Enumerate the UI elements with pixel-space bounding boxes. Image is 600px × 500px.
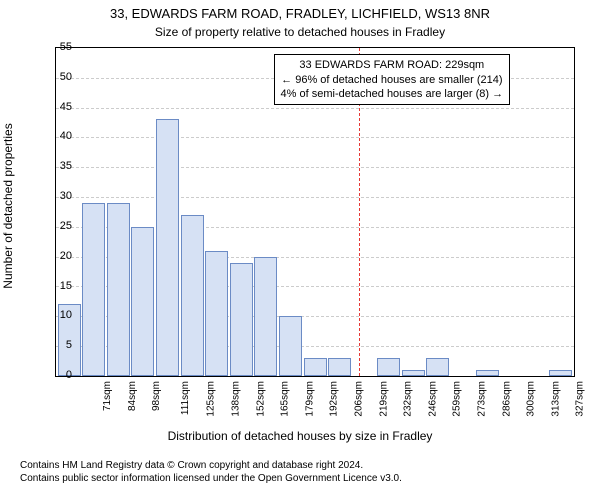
histogram-bar [82,203,105,376]
x-tick-label: 259sqm [452,381,463,417]
x-tick-label: 327sqm [575,381,586,417]
x-axis-label: Distribution of detached houses by size … [0,429,600,443]
x-tick-label: 192sqm [329,381,340,417]
x-tick-label: 111sqm [180,381,191,415]
annotation-box: 33 EDWARDS FARM ROAD: 229sqm← 96% of det… [274,54,511,105]
y-tick-label: 45 [42,101,72,113]
histogram-bar [131,227,154,376]
x-tick-label: 125sqm [206,381,217,417]
grid-line [56,197,574,198]
footer-line-1: Contains HM Land Registry data © Crown c… [20,459,600,473]
y-tick-label: 20 [42,250,72,262]
y-axis-label: Number of detached properties [1,123,15,288]
x-tick-label: 84sqm [127,381,138,411]
histogram-bar [156,119,179,375]
x-tick-label: 219sqm [378,381,389,417]
y-tick-label: 40 [42,130,72,142]
grid-line [56,108,574,109]
histogram-bar [205,251,228,376]
chart-title: 33, EDWARDS FARM ROAD, FRADLEY, LICHFIEL… [0,6,600,23]
x-tick-label: 98sqm [151,381,162,411]
histogram-bar [254,257,277,376]
x-tick-label: 313sqm [550,381,561,417]
y-tick-label: 30 [42,190,72,202]
histogram-bar [230,263,253,376]
histogram-bar [181,215,204,376]
y-tick-label: 50 [42,71,72,83]
y-tick-label: 10 [42,309,72,321]
histogram-bar [426,358,449,376]
x-tick-label: 71sqm [102,381,113,411]
plot-area: 33 EDWARDS FARM ROAD: 229sqm← 96% of det… [55,47,575,377]
x-tick-label: 300sqm [526,381,537,417]
y-tick-label: 5 [42,339,72,351]
x-tick-label: 165sqm [280,381,291,417]
annotation-line: 33 EDWARDS FARM ROAD: 229sqm [281,58,504,72]
annotation-line: ← 96% of detached houses are smaller (21… [281,73,504,87]
x-tick-label: 286sqm [501,381,512,417]
grid-line [56,137,574,138]
x-tick-label: 179sqm [304,381,315,417]
annotation-line: 4% of semi-detached houses are larger (8… [281,87,504,101]
histogram-bar [549,370,572,376]
y-tick-label: 55 [42,41,72,53]
y-tick-label: 25 [42,220,72,232]
x-tick-label: 232sqm [403,381,414,417]
x-tick-label: 138sqm [231,381,242,417]
histogram-bar [476,370,499,376]
chart-subtitle: Size of property relative to detached ho… [0,25,600,39]
y-tick-label: 35 [42,160,72,172]
histogram-bar [377,358,400,376]
x-tick-label: 152sqm [255,381,266,417]
x-tick-label: 246sqm [427,381,438,417]
histogram-bar [304,358,327,376]
histogram-bar [107,203,130,376]
histogram-bar [328,358,351,376]
grid-line [56,167,574,168]
chart-container: 33, EDWARDS FARM ROAD, FRADLEY, LICHFIEL… [0,6,600,500]
x-tick-label: 206sqm [354,381,365,417]
histogram-bar [402,370,425,376]
y-tick-label: 0 [42,369,72,381]
footer-attribution: Contains HM Land Registry data © Crown c… [20,459,600,486]
histogram-bar [279,316,302,376]
y-tick-label: 15 [42,280,72,292]
x-tick-label: 273sqm [477,381,488,417]
footer-line-2: Contains public sector information licen… [20,472,600,486]
